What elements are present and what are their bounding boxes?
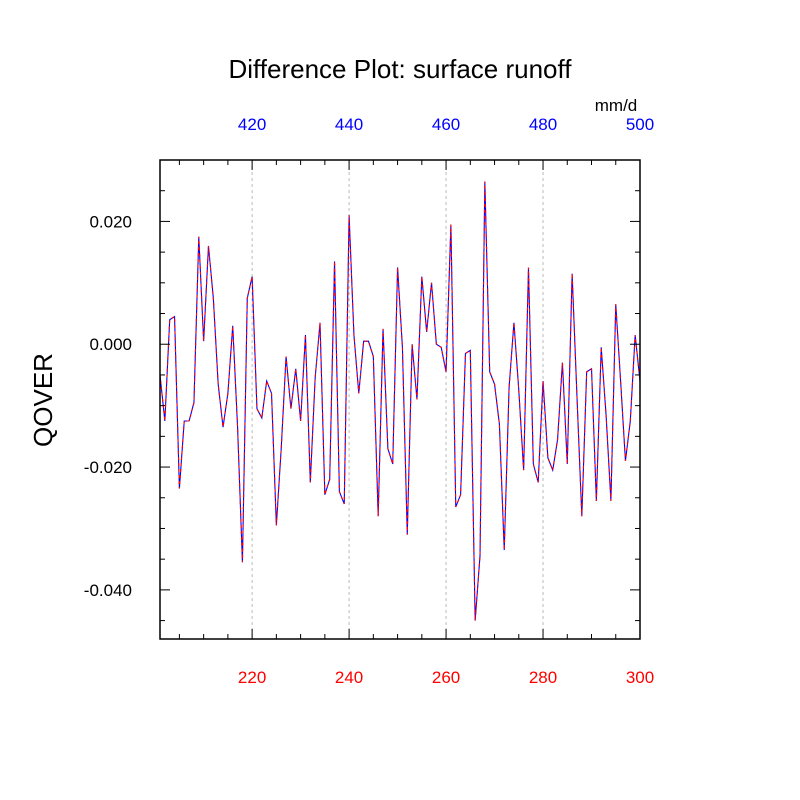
- top-tick-label: 480: [529, 115, 557, 134]
- grid-layer: [251, 160, 544, 639]
- series-line-blue: [159, 181, 641, 621]
- y-tick-label: 0.000: [89, 335, 132, 354]
- ticks-layer: [160, 160, 641, 639]
- series-line-red: [159, 181, 641, 621]
- y-axis-label: QOVER: [28, 353, 58, 447]
- bottom-tick-label: 280: [529, 668, 557, 687]
- y-tick-label: 0.020: [89, 212, 132, 231]
- bottom-tick-label: 260: [432, 668, 460, 687]
- chart-title: Difference Plot: surface runoff: [228, 54, 572, 84]
- top-tick-label: 460: [432, 115, 460, 134]
- plot-frame: [159, 159, 641, 640]
- series-layer: [159, 181, 641, 621]
- units-label: mm/d: [595, 96, 638, 115]
- y-tick-label: -0.020: [84, 458, 132, 477]
- y-tick-label: -0.040: [84, 581, 132, 600]
- top-tick-label: 420: [238, 115, 266, 134]
- top-tick-label: 440: [335, 115, 363, 134]
- bottom-tick-label: 220: [238, 668, 266, 687]
- bottom-tick-label: 300: [626, 668, 654, 687]
- labels-layer: 220 240 260 280 300 420 440 460 480 500 0.020 0.000…: [84, 115, 654, 687]
- top-tick-label: 500: [626, 115, 654, 134]
- bottom-tick-label: 240: [335, 668, 363, 687]
